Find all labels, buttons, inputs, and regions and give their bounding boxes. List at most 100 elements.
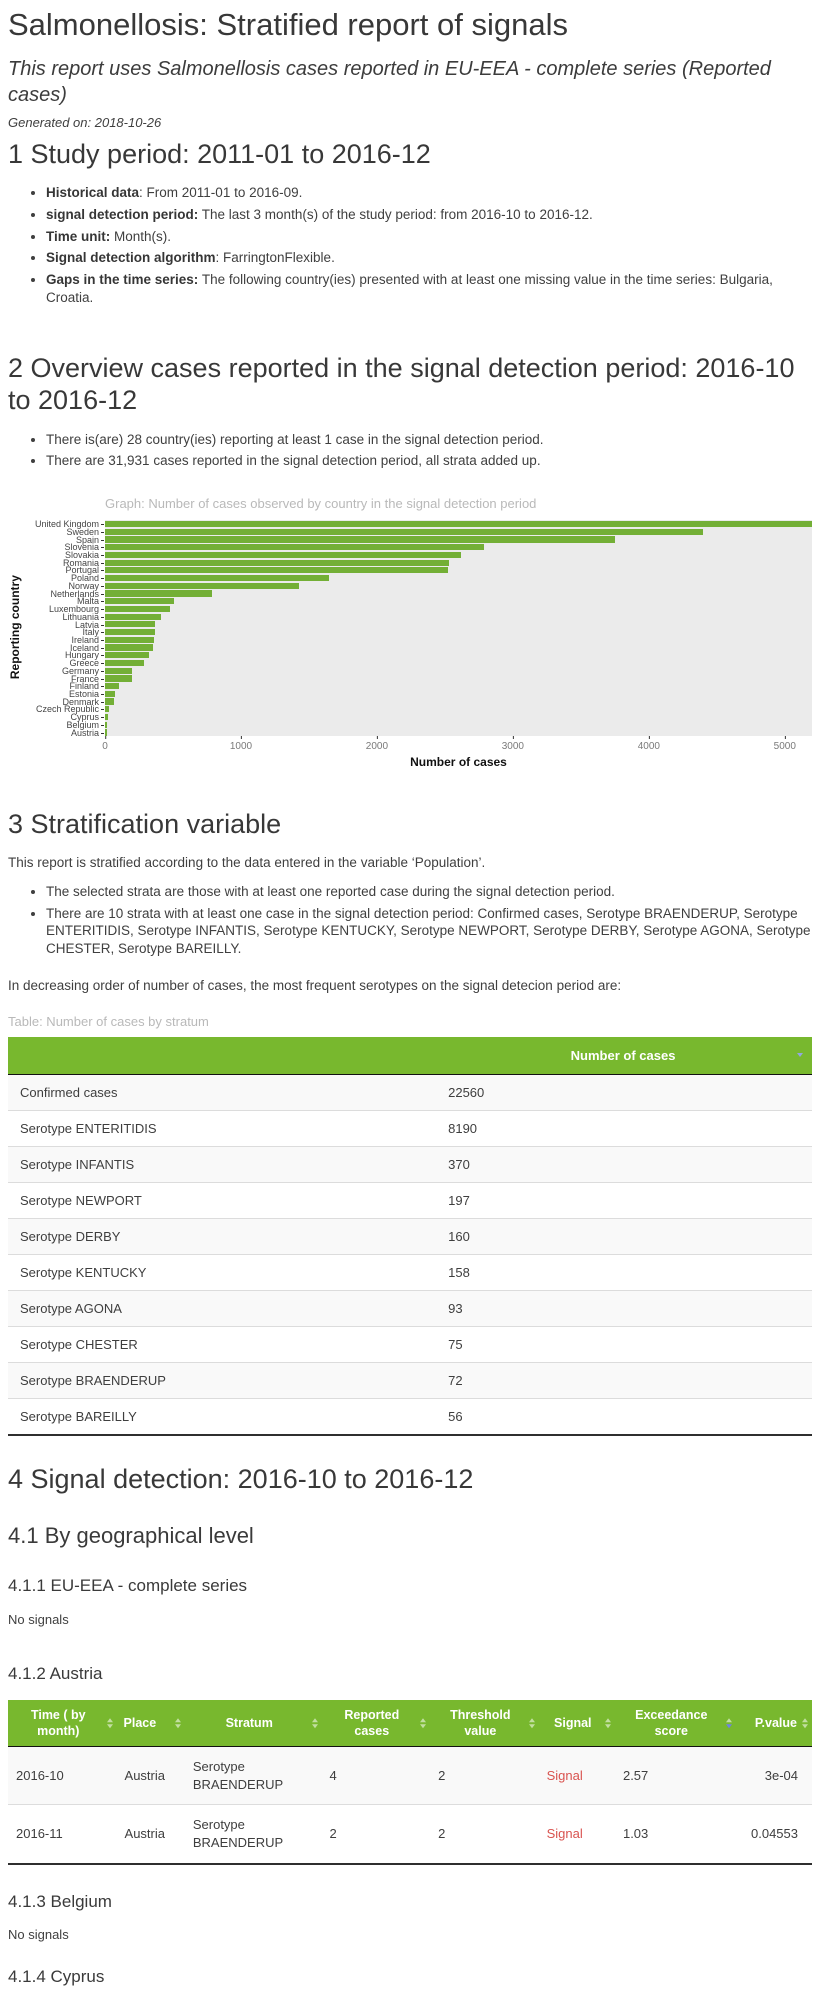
sort-desc-icon xyxy=(174,1723,181,1728)
plot-panel-row xyxy=(105,705,812,714)
chart-bar-row: Malta xyxy=(22,597,812,606)
sort-desc-icon xyxy=(311,1723,318,1728)
bullet-item: Gaps in the time series: The following c… xyxy=(46,271,812,307)
chart-bar-row: Austria xyxy=(22,728,812,737)
chart-bar-row: Cyprus xyxy=(22,713,812,721)
stratification-paragraph: This report is stratified according to t… xyxy=(8,855,486,871)
chart-bar-row: Ireland xyxy=(22,636,812,644)
report-title: Salmonellosis: Stratified report of sign… xyxy=(8,7,568,42)
sort-asc-icon xyxy=(604,1718,611,1723)
chart-bar-row: Hungary xyxy=(22,651,812,660)
number-of-cases-column-header[interactable]: Number of cases xyxy=(434,1036,812,1076)
sort-desc-icon xyxy=(528,1723,535,1728)
stratum-column-header[interactable] xyxy=(8,1036,435,1076)
signal-row: 2016-11 Austria Serotype BRAENDERUP 2 2 … xyxy=(8,1804,812,1864)
cases-cell: 72 xyxy=(434,1362,812,1399)
table-row: Confirmed cases 22560 xyxy=(8,1074,812,1111)
bullet-item: Signal detection algorithm: FarringtonFl… xyxy=(46,249,812,267)
bullet-lead: signal detection period: xyxy=(46,206,199,222)
country-tick-label: Austria xyxy=(22,728,105,737)
cases-cell: 93 xyxy=(434,1290,812,1327)
country-tick-label: Portugal xyxy=(22,566,105,575)
country-tick-label: Cyprus xyxy=(22,713,105,722)
plot-panel-row xyxy=(105,666,812,675)
country-tick-label: Norway xyxy=(22,582,105,591)
plot-panel-row xyxy=(105,597,812,606)
sort-header-label: Threshold value xyxy=(450,1707,511,1739)
place-cell: Austria xyxy=(116,1746,185,1805)
sort-header[interactable]: Time ( by month) xyxy=(8,1699,117,1748)
austria-signals-table: Time ( by month) Place xyxy=(8,1699,812,1865)
plot-panel-row xyxy=(105,558,812,567)
section-1-heading: 1 Study period: 2011-01 to 2016-12 xyxy=(8,139,431,170)
sort-header[interactable]: P.value xyxy=(735,1699,812,1748)
sort-header[interactable]: Reported cases xyxy=(321,1699,431,1748)
sort-asc-icon xyxy=(174,1718,181,1723)
table-row: Serotype DERBY 160 xyxy=(8,1218,812,1255)
stratum-cell: Serotype NEWPORT xyxy=(8,1182,435,1219)
no-signals-text: No signals xyxy=(8,1611,69,1627)
section-4-1-4-heading: 4.1.4 Cyprus xyxy=(8,1966,105,1986)
chart-bar-row: Italy xyxy=(22,628,812,637)
table-row: Serotype AGONA 93 xyxy=(8,1290,812,1327)
sort-icons xyxy=(174,1718,181,1728)
section-4-1-heading: 4.1 By geographical level xyxy=(8,1522,254,1548)
sort-desc-icon xyxy=(725,1723,732,1728)
sort-header[interactable]: Stratum xyxy=(184,1699,322,1748)
chart-area: Reporting country United Kingdom Sweden Sp… xyxy=(8,520,812,769)
table-row: Serotype CHESTER 75 xyxy=(8,1326,812,1363)
strata-bullets: The selected strata are those with at le… xyxy=(8,883,812,958)
country-tick-label: Finland xyxy=(22,682,105,691)
bullet-text: There are 31,931 cases reported in the s… xyxy=(46,453,541,469)
plot-panel-row xyxy=(105,620,812,629)
sort-header-label: Signal xyxy=(554,1716,592,1731)
sort-header[interactable]: Threshold value xyxy=(430,1699,539,1748)
plot-panel-row xyxy=(105,520,812,528)
chart-bar-row: Iceland xyxy=(22,643,812,652)
table-row: Serotype INFANTIS 370 xyxy=(8,1146,812,1183)
chart-bar-row: Germany xyxy=(22,666,812,675)
time-cell: 2016-10 xyxy=(8,1746,117,1805)
sort-desc-icon xyxy=(420,1723,427,1728)
bullet-item: Historical data: From 2011-01 to 2016-09… xyxy=(46,184,812,202)
chart-bar-row: Belgium xyxy=(22,721,812,729)
sort-header-label: Place xyxy=(123,1716,157,1731)
bar xyxy=(105,605,171,613)
bar xyxy=(105,729,107,736)
sort-asc-icon xyxy=(725,1718,732,1723)
chart-bar-row: Czech Republic xyxy=(22,705,812,714)
country-tick-label: France xyxy=(22,674,105,683)
country-tick-label: Italy xyxy=(22,628,105,637)
sort-header[interactable]: Place xyxy=(116,1699,185,1748)
chart-grid: United Kingdom Sweden Spain Slovenia Slovaki… xyxy=(22,520,812,769)
exceedance-cell: 1.03 xyxy=(614,1804,736,1864)
bullet-text: The following country(ies) presented wit… xyxy=(46,272,773,306)
bar xyxy=(105,528,704,535)
sort-header[interactable]: Signal xyxy=(538,1699,615,1748)
cases-by-country-chart: Graph: Number of cases observed by count… xyxy=(8,496,812,769)
signals-table-header-row: Time ( by month) Place xyxy=(8,1699,812,1748)
stratum-cell: Serotype BAREILLY xyxy=(8,1398,435,1436)
chart-bar-row: Spain xyxy=(22,535,812,544)
section-2-heading: 2 Overview cases reported in the signal … xyxy=(8,352,795,415)
sort-desc-icon xyxy=(802,1723,808,1728)
plot-panel-row xyxy=(105,589,812,598)
plot-panel-row xyxy=(105,581,812,590)
threshold-cell: 2 xyxy=(430,1746,539,1805)
bullet-text: There is(are) 28 country(ies) reporting … xyxy=(46,431,544,447)
country-tick-label: Sweden xyxy=(22,528,105,537)
sort-header[interactable]: Exceedance score xyxy=(614,1699,736,1748)
serotype-order-paragraph: In decreasing order of number of cases, … xyxy=(8,977,622,993)
country-tick-label: Estonia xyxy=(22,690,105,699)
report-page: Salmonellosis: Stratified report of sign… xyxy=(8,7,812,1987)
country-tick-label: Slovakia xyxy=(22,551,105,560)
chart-bar-row: Norway xyxy=(22,582,812,590)
stratum-cell: Serotype AGONA xyxy=(8,1290,435,1327)
bullet-lead: Time unit: xyxy=(46,228,111,244)
plot-panel-row xyxy=(105,697,812,706)
bar xyxy=(105,675,132,682)
sort-desc-icon xyxy=(797,1053,803,1058)
stratum-cell: Serotype KENTUCKY xyxy=(8,1254,435,1291)
sort-asc-icon xyxy=(420,1718,427,1723)
plot-panel-row xyxy=(105,651,812,660)
